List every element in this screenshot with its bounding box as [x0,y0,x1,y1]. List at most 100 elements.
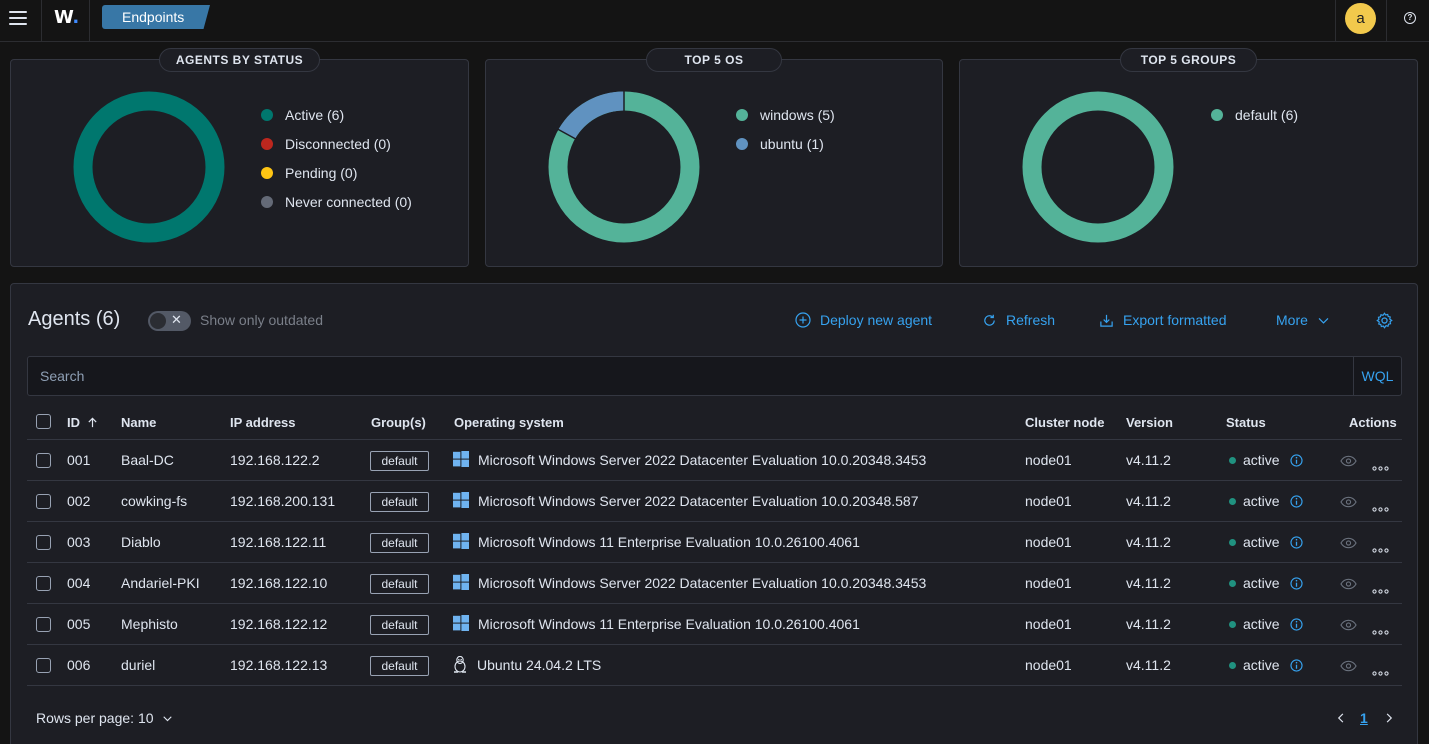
page-1-button[interactable]: 1 [1360,710,1368,726]
group-badge[interactable]: default [370,492,429,512]
export-label: Export formatted [1123,312,1227,328]
column-groups[interactable]: Group(s) [371,415,426,430]
table-row[interactable]: 005 Mephisto 192.168.122.12 default Microsof… [27,604,1402,645]
row-checkbox[interactable] [36,494,51,509]
show-outdated-toggle[interactable]: ✕ [148,311,191,331]
agent-ip: 192.168.122.10 [230,575,328,591]
table-row[interactable]: 004 Andariel-PKI 192.168.122.10 default Micr… [27,563,1402,604]
group-badge[interactable]: default [370,656,429,676]
table-row[interactable]: 002 cowking-fs 192.168.200.131 default Micro… [27,481,1402,522]
refresh-label: Refresh [1006,312,1056,328]
slice-ubuntu [558,91,625,140]
slice-active [73,91,225,243]
eye-icon[interactable] [1340,536,1357,552]
info-icon[interactable] [1290,659,1303,675]
more-actions-icon[interactable] [1372,499,1389,515]
group-badge[interactable]: default [370,574,429,594]
groups-legend: default (6) [1211,100,1298,129]
legend-label: Never connected (0) [285,193,412,210]
more-actions-icon[interactable] [1372,663,1389,679]
more-actions-icon[interactable] [1372,540,1389,556]
info-icon[interactable] [1290,495,1303,511]
legend-dot [261,166,273,179]
status-dot [1229,457,1236,464]
more-actions-icon[interactable] [1372,458,1389,474]
groups-donut-chart [1022,91,1174,243]
legend-label: ubuntu (1) [760,135,824,152]
group-badge[interactable]: default [370,615,429,635]
status-dot [1229,539,1236,546]
select-all-checkbox[interactable] [36,414,51,429]
info-icon[interactable] [1290,618,1303,634]
eye-icon[interactable] [1340,618,1357,634]
table-row[interactable]: 006 duriel 192.168.122.13 default Ubuntu 24.… [27,645,1402,686]
column-id[interactable]: ID [67,415,98,430]
avatar[interactable]: a [1345,3,1376,34]
show-outdated-label: Show only outdated [200,312,323,328]
row-checkbox[interactable] [36,658,51,673]
column-version[interactable]: Version [1126,415,1173,430]
row-checkbox[interactable] [36,617,51,632]
eye-icon[interactable] [1340,454,1357,470]
agent-node: node01 [1025,657,1072,673]
export-button[interactable]: Export formatted [1099,312,1227,328]
search-input[interactable] [28,357,1353,395]
plus-circle-icon [795,312,811,328]
deploy-label: Deploy new agent [820,312,933,328]
rows-per-page-button[interactable]: Rows per page: 10 [36,710,173,726]
column-os[interactable]: Operating system [454,415,564,430]
row-checkbox[interactable] [36,576,51,591]
legend-item-disconnected: Disconnected (0) [261,129,412,158]
gear-icon[interactable] [1376,312,1393,329]
top-os-panel: windows (5) ubuntu (1) [485,59,943,267]
table-row[interactable]: 001 Baal-DC 192.168.122.2 default Microsoft … [27,440,1402,481]
help-icon[interactable]: ? [1404,12,1416,24]
status-dot [1229,498,1236,505]
windows-icon [453,492,469,511]
logo[interactable]: W. [54,7,80,28]
agent-os: Microsoft Windows Server 2022 Datacenter… [478,575,927,591]
refresh-button[interactable]: Refresh [982,312,1055,328]
agent-status: active [1243,452,1280,468]
row-checkbox[interactable] [36,453,51,468]
eye-icon[interactable] [1340,495,1357,511]
row-checkbox[interactable] [36,535,51,550]
info-icon[interactable] [1290,454,1303,470]
agent-status: active [1243,575,1280,591]
column-status[interactable]: Status [1226,415,1266,430]
wql-button[interactable]: WQL [1353,357,1401,395]
agent-ip: 192.168.122.2 [230,452,320,468]
agent-os: Microsoft Windows 11 Enterprise Evaluati… [478,616,860,632]
rows-per-page-label: Rows per page: 10 [36,710,154,726]
agent-version: v4.11.2 [1126,493,1171,509]
os-panel-title: TOP 5 OS [646,48,782,72]
legend-dot [736,108,748,121]
status-panel-title: AGENTS BY STATUS [159,48,320,72]
info-icon[interactable] [1290,536,1303,552]
more-button[interactable]: More [1276,312,1330,328]
info-icon[interactable] [1290,577,1303,593]
table-row[interactable]: 003 Diablo 192.168.122.11 default Microsoft … [27,522,1402,563]
more-label: More [1276,312,1308,328]
column-name[interactable]: Name [121,415,157,430]
agent-id: 004 [67,575,91,591]
chevron-right-icon[interactable] [1383,712,1395,724]
legend-label: default (6) [1235,106,1299,123]
column-ip[interactable]: IP address [230,415,296,430]
column-node[interactable]: Cluster node [1025,415,1105,430]
menu-icon[interactable] [9,11,27,25]
group-badge[interactable]: default [370,451,429,471]
agent-node: node01 [1025,575,1072,591]
more-actions-icon[interactable] [1372,581,1389,597]
chevron-left-icon[interactable] [1335,712,1347,724]
legend-dot [261,195,273,208]
deploy-agent-button[interactable]: Deploy new agent [795,312,932,328]
eye-icon[interactable] [1340,659,1357,675]
breadcrumb-endpoints[interactable]: Endpoints [102,5,210,29]
more-actions-icon[interactable] [1372,622,1389,638]
group-badge[interactable]: default [370,533,429,553]
agent-status: active [1243,616,1280,632]
eye-icon[interactable] [1340,577,1357,593]
arrow-up-icon [88,417,97,428]
agent-name: Diablo [121,534,161,550]
